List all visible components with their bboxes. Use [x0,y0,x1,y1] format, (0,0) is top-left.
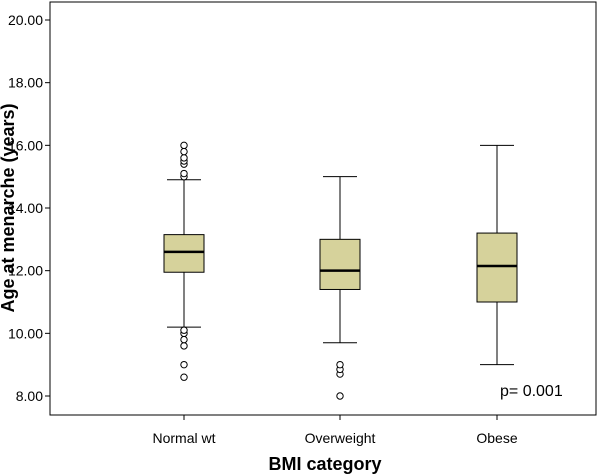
y-axis-title: Age at menarche (years) [0,103,18,312]
y-tick-label: 16.00 [8,137,43,153]
y-tick-label: 20.00 [8,12,43,28]
outlier-point [180,342,188,350]
y-tick-label: 8.00 [16,388,43,404]
box-overweight [319,176,361,400]
iqr-box [163,234,205,273]
x-tick-label: Normal wt [152,430,215,446]
annotation-pvalue: p= 0.001 [500,383,563,400]
x-axis-title: BMI category [268,454,381,474]
y-tick-label: 10.00 [8,325,43,341]
x-tick-label: Obese [476,430,517,446]
outlier-point [180,326,188,334]
outlier-point [336,392,344,400]
y-tick-label: 14.00 [8,200,43,216]
outlier-point [180,141,188,150]
x-tick-label: Overweight [305,430,376,446]
outlier-point [180,360,188,369]
outlier-point [180,373,188,381]
x-axis: Normal wt Overweight Obese [152,415,518,446]
outlier-point [180,147,188,156]
y-axis: 8.00 10.00 12.00 14.00 16.00 18.00 20.00 [8,12,50,404]
y-tick-label: 18.00 [8,75,43,91]
outlier-point [180,335,188,344]
box-series [163,141,518,400]
plot-frame [49,1,597,416]
outlier-point [336,360,344,369]
iqr-box [476,232,518,303]
outlier-point [180,169,188,178]
outlier-point [180,154,188,162]
y-tick-label: 12.00 [8,263,43,279]
iqr-box [319,238,361,290]
box-obese [476,144,518,366]
box-normal-wt [163,141,205,381]
